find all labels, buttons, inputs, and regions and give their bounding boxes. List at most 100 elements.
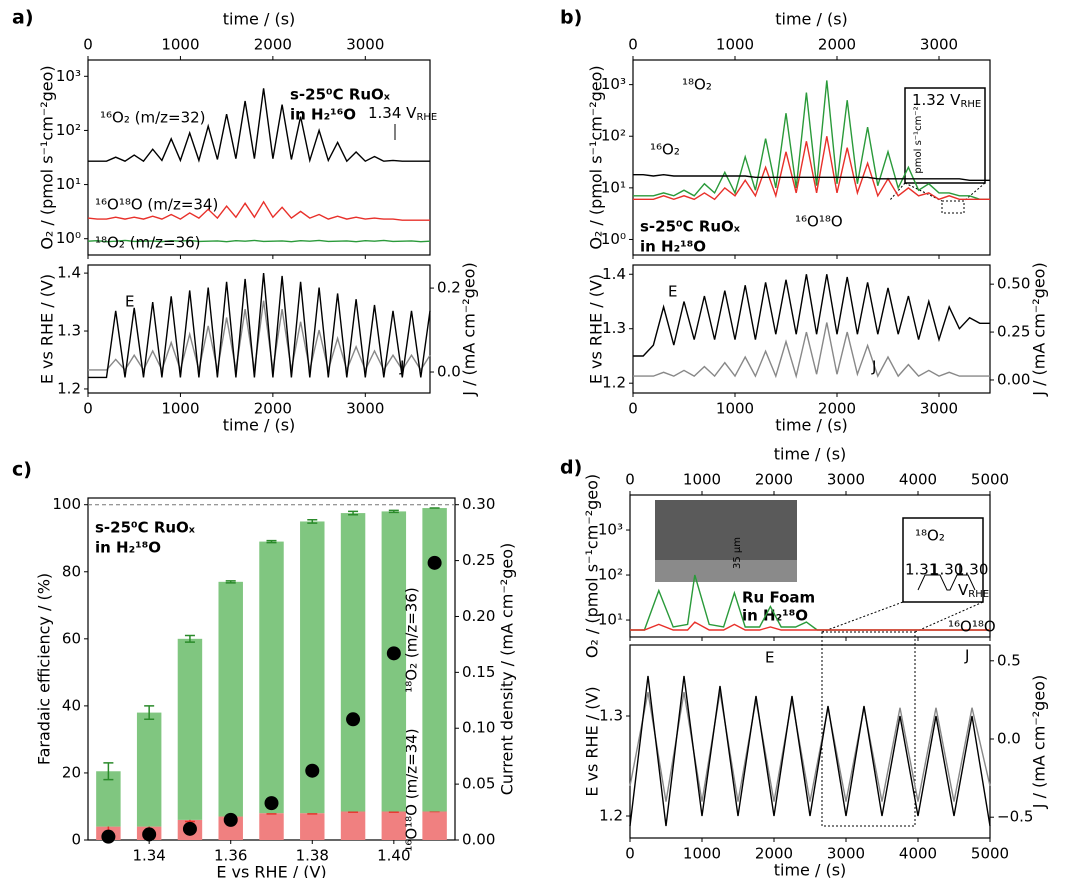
x-tick-label: 1.36 [214,847,247,865]
annotation: in H₂¹⁸O [640,238,706,256]
y2-tick-label: 0.00 [997,370,1030,388]
y-tick-label: 1.2 [602,374,626,392]
data-line [633,80,990,200]
y2-tick-label: 0.15 [462,663,495,681]
y2-tick-label: 0.25 [997,323,1030,341]
y-axis-title: O₂ / (pmol s⁻¹cm⁻²geo) [38,65,57,249]
y2-tick-label: 0.20 [462,607,495,625]
y-tick-label: 10³ [56,67,81,85]
y2-tick-label: 0.0 [437,363,461,381]
error-bar [388,509,399,514]
x-tick-label: 0 [83,400,93,418]
x-axis-title: time / (s) [223,416,296,435]
x-axis-title: E vs RHE / (V) [216,863,326,878]
current-dot [264,796,279,811]
current-dot [223,812,238,827]
series-label: E [765,649,774,667]
x-tick-label: 2000 [818,36,856,54]
error-bar [144,705,155,721]
x-tick-label: 1.34 [132,847,165,865]
series-label: ¹⁶O₂ [650,141,680,159]
inset-frame [902,517,984,603]
annotation: Ru Foam [742,589,815,607]
bar [259,541,284,814]
x-axis-title: time / (s) [774,445,847,464]
x-axis-title: time / (s) [223,10,296,29]
y2-tick-label: 0.0 [997,729,1021,747]
y-tick-label: 1.3 [57,322,81,340]
x-tick-label: 1.38 [296,847,329,865]
inset-potential-trace [917,574,976,591]
data-line [629,675,991,827]
annotation: 1.31 [905,561,938,579]
error-bar [266,539,277,544]
y-tick-label: 60 [62,629,81,647]
zoom-box [941,200,965,214]
x-tick-label: 3000 [827,471,865,489]
annotation: VRHE [958,581,989,601]
error-bar [103,762,114,781]
panel-label: a) [12,7,34,29]
data-line [88,273,431,379]
x-tick-label: 0 [625,471,635,489]
current-dot [386,646,401,661]
y2-tick-label: 0.05 [462,775,495,793]
y-tick-label: 100 [52,495,81,513]
x-tick-label: 2000 [755,471,793,489]
x-tick-label: 3000 [346,400,384,418]
y2-tick-label: −0.5 [997,808,1033,826]
error-bar [184,634,195,643]
y-axis-title: O₂ / (pmol s⁻¹cm⁻²geo) [583,474,602,658]
data-line [633,274,990,357]
bar [340,513,366,812]
current-dot [346,712,361,727]
annotation: 1.30 [955,561,988,579]
y-tick-label: 1.4 [602,265,626,283]
bar [381,811,407,840]
series-label: J [871,358,876,376]
data-line [633,136,990,201]
bar [381,511,407,812]
x-tick-label: 1000 [161,400,199,418]
series-label: ¹⁶O¹⁸O (m/z=34) [403,728,421,851]
annotation: 35 µm [732,537,743,569]
error-bar [307,519,318,524]
current-dot [182,821,197,836]
bar [136,712,162,827]
series-label: ¹⁶O₂ (m/z=32) [100,109,206,127]
panel-label: b) [560,7,582,29]
current-dot [305,763,320,778]
series-label: J [399,358,404,376]
x-tick-label: 2000 [254,36,292,54]
y2-tick-label: 0.00 [462,831,495,849]
bar [259,813,284,840]
x-tick-label: 1000 [716,400,754,418]
series-label: E [668,283,677,301]
x-tick-label: 3000 [827,845,865,863]
y-tick-label: 1.2 [57,379,81,397]
zoom-line [914,601,984,633]
annotation-sub: RHE [960,99,981,110]
zoom-line [963,182,986,202]
annotation: pmol s⁻¹cm⁻² [913,106,924,173]
zoom-line [904,182,943,202]
x-tick-label: 3000 [920,36,958,54]
error-bar [225,580,236,584]
x-tick-label: 3000 [346,36,384,54]
annotation: 1.30 [930,561,963,579]
annotation: s-25⁰C RuOₓ [95,519,196,537]
data-line [630,621,990,631]
x-tick-label: 5000 [971,845,1009,863]
y2-tick-label: 0.2 [437,279,461,297]
data-line [88,88,430,164]
y2-axis-title: J / (mA cm⁻²geo) [460,262,479,396]
annotation: in H₂¹⁶O [290,106,356,124]
bar [422,811,447,840]
y-tick-label: 0 [71,831,81,849]
current-dot [427,555,442,570]
annotation-sub: RHE [968,589,989,600]
x-tick-label: 0 [628,400,638,418]
x-tick-label: 1000 [683,845,721,863]
y-tick-label: 10⁰ [601,230,626,248]
